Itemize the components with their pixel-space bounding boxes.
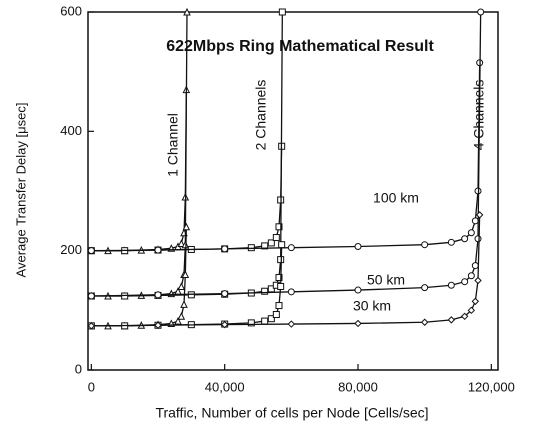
marker <box>174 316 182 325</box>
marker <box>467 229 475 237</box>
marker <box>471 297 480 306</box>
marker <box>272 234 280 242</box>
marker <box>354 242 362 250</box>
marker <box>474 276 482 285</box>
y-tick-label: 400 <box>60 123 82 138</box>
marker <box>471 262 479 270</box>
marker <box>421 241 429 249</box>
annotation: 100 km <box>373 190 419 206</box>
marker <box>272 311 280 319</box>
x-axis-label: Traffic, Number of cells per Node [Cells… <box>155 405 428 421</box>
marker <box>475 211 484 219</box>
x-tick-label: 0 <box>88 379 95 394</box>
marker <box>180 300 188 308</box>
marker <box>177 239 186 248</box>
marker <box>181 270 190 279</box>
marker <box>447 238 455 246</box>
curve <box>91 244 283 327</box>
marker <box>182 222 191 231</box>
marker <box>275 302 283 310</box>
marker <box>460 312 469 321</box>
marker <box>354 319 362 328</box>
annotation: 1 Channel <box>165 113 181 177</box>
marker <box>477 8 485 16</box>
marker <box>447 281 455 289</box>
marker <box>467 272 475 280</box>
marker <box>247 319 255 327</box>
marker <box>278 241 286 249</box>
marker <box>87 292 95 300</box>
y-tick-label: 200 <box>60 242 82 257</box>
marker <box>221 290 229 298</box>
marker <box>275 274 283 282</box>
marker <box>267 315 275 323</box>
marker <box>154 321 162 329</box>
marker <box>177 282 186 290</box>
marker <box>354 286 362 294</box>
marker <box>287 244 295 252</box>
annotation: 2 Channels <box>253 80 269 151</box>
annotation: 30 km <box>353 298 391 314</box>
marker <box>183 7 191 16</box>
marker <box>287 320 296 328</box>
curve <box>91 62 481 252</box>
marker <box>267 239 275 247</box>
curve <box>91 226 187 327</box>
marker <box>154 246 162 254</box>
marker <box>278 8 286 16</box>
annotation: 4 Channels <box>471 80 487 151</box>
marker <box>474 235 482 243</box>
plot-frame <box>87 11 499 371</box>
annotation: 50 km <box>367 272 405 288</box>
marker <box>461 278 469 286</box>
marker <box>287 288 295 296</box>
marker <box>261 317 269 325</box>
marker <box>471 217 479 225</box>
marker <box>447 316 456 324</box>
marker <box>221 245 229 253</box>
x-tick-label: 120,000 <box>468 379 515 394</box>
curve <box>91 214 481 327</box>
marker <box>461 235 469 243</box>
marker <box>261 242 269 250</box>
marker <box>87 247 95 255</box>
marker <box>420 318 429 326</box>
marker <box>421 284 429 292</box>
curve <box>91 11 482 297</box>
marker <box>220 320 229 329</box>
x-tick-label: 80,000 <box>338 379 378 394</box>
marker <box>277 282 285 290</box>
marker <box>247 244 255 252</box>
marker <box>467 306 476 315</box>
marker <box>177 312 186 320</box>
y-axis-label: Average Transfer Delay [μsec] <box>13 103 28 278</box>
y-tick-label: 0 <box>75 361 82 376</box>
marker <box>154 291 162 299</box>
marker <box>87 322 96 330</box>
marker <box>275 223 283 231</box>
marker <box>261 287 269 295</box>
x-tick-label: 40,000 <box>205 379 245 394</box>
y-tick-label: 600 <box>60 3 82 18</box>
chart-title: 622Mbps Ring Mathematical Result <box>166 38 434 55</box>
